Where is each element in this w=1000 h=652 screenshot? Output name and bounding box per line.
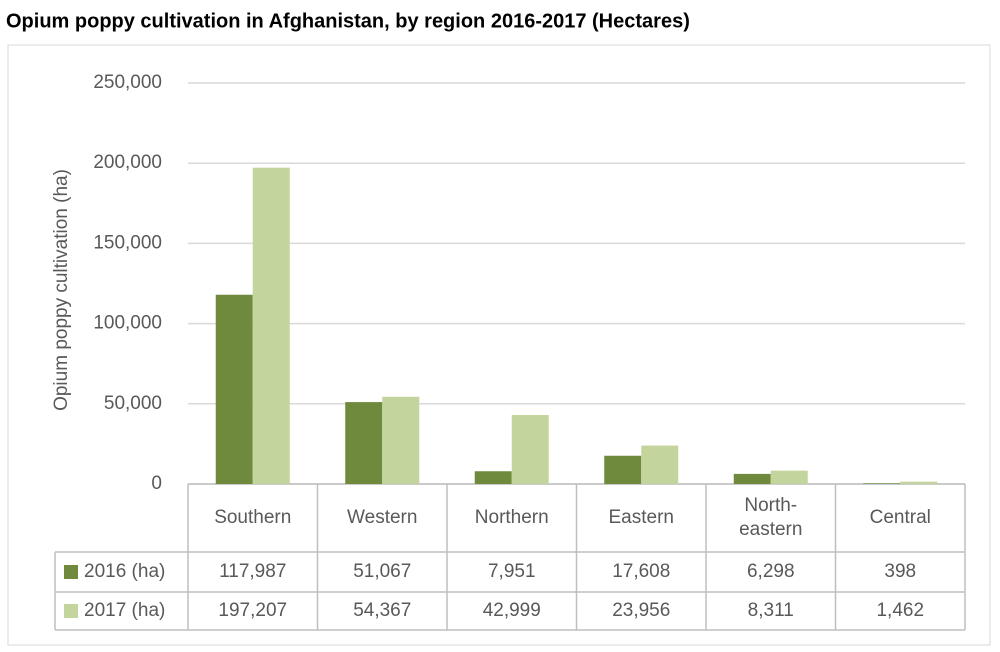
bar (733, 473, 771, 484)
bar (474, 471, 512, 484)
table-value: 8,311 (748, 600, 794, 621)
x-tick-label: Central (836, 484, 966, 552)
table-value: 23,956 (612, 600, 670, 621)
x-tick-label: Eastern (577, 484, 707, 552)
x-tick-label: Northern (447, 484, 577, 552)
y-tick-label: 150,000 (93, 232, 162, 253)
table-value: 117,987 (219, 561, 286, 582)
x-tick-label: Southern (188, 484, 318, 552)
y-tick-label: 100,000 (93, 313, 162, 334)
bar (382, 396, 420, 484)
y-tick-label: 200,000 (93, 152, 162, 173)
table-value: 42,999 (483, 600, 541, 621)
x-tick-label: North-eastern (706, 484, 836, 552)
table-value: 197,207 (218, 600, 287, 621)
legend-swatch (64, 565, 78, 579)
table-value: 1,462 (876, 600, 924, 621)
table-value: 398 (884, 561, 916, 582)
bar (641, 445, 679, 484)
legend-swatch (64, 604, 78, 618)
y-axis-label: Opium poppy cultivation (ha) (51, 169, 72, 411)
y-tick-label: 0 (151, 473, 162, 494)
chart-title: Opium poppy cultivation in Afghanistan, … (6, 10, 690, 32)
table-value: 51,067 (353, 561, 411, 582)
category-text: Central (869, 507, 931, 528)
bar (345, 402, 383, 484)
x-tick-label: Western (318, 484, 448, 552)
category-text: North-eastern (739, 495, 803, 540)
bar (511, 415, 549, 484)
y-tick-label: 250,000 (93, 72, 162, 93)
category-text: Eastern (608, 507, 674, 528)
legend-label: 2017 (ha) (84, 600, 165, 621)
table-value: 54,367 (353, 600, 411, 621)
bar (252, 167, 290, 484)
y-tick-label: 50,000 (104, 393, 162, 414)
category-text: Southern (214, 507, 292, 528)
chart-border (7, 44, 991, 646)
bar (215, 294, 253, 484)
bar (863, 483, 901, 484)
table-value: 6,298 (747, 561, 795, 582)
bar (770, 470, 808, 484)
table-value: 7,951 (488, 561, 536, 582)
bar (900, 481, 938, 484)
category-text: Western (347, 507, 418, 528)
table-value: 17,608 (612, 561, 670, 582)
legend-label: 2016 (ha) (84, 561, 165, 582)
category-text: Northern (474, 507, 549, 528)
bar (604, 455, 642, 484)
